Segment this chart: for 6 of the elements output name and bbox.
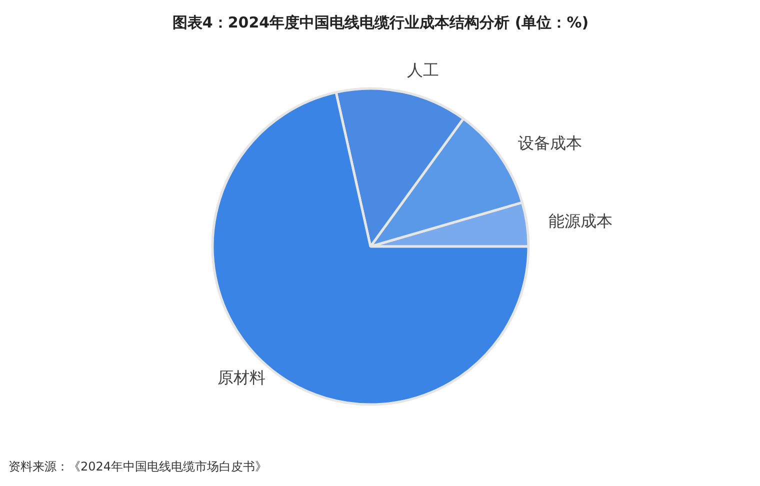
slice-label: 能源成本 <box>548 212 613 231</box>
slice-label: 原材料 <box>217 368 266 388</box>
text: 资料来源：《2024年中国电线电缆市场白皮书》 <box>8 460 268 474</box>
slice-label: 人工 <box>407 60 439 80</box>
chart-title: 图表4：2024年度中国电线电缆行业成本结构分析 (单位：%) <box>172 14 589 32</box>
slice-label: 设备成本 <box>518 134 582 152</box>
